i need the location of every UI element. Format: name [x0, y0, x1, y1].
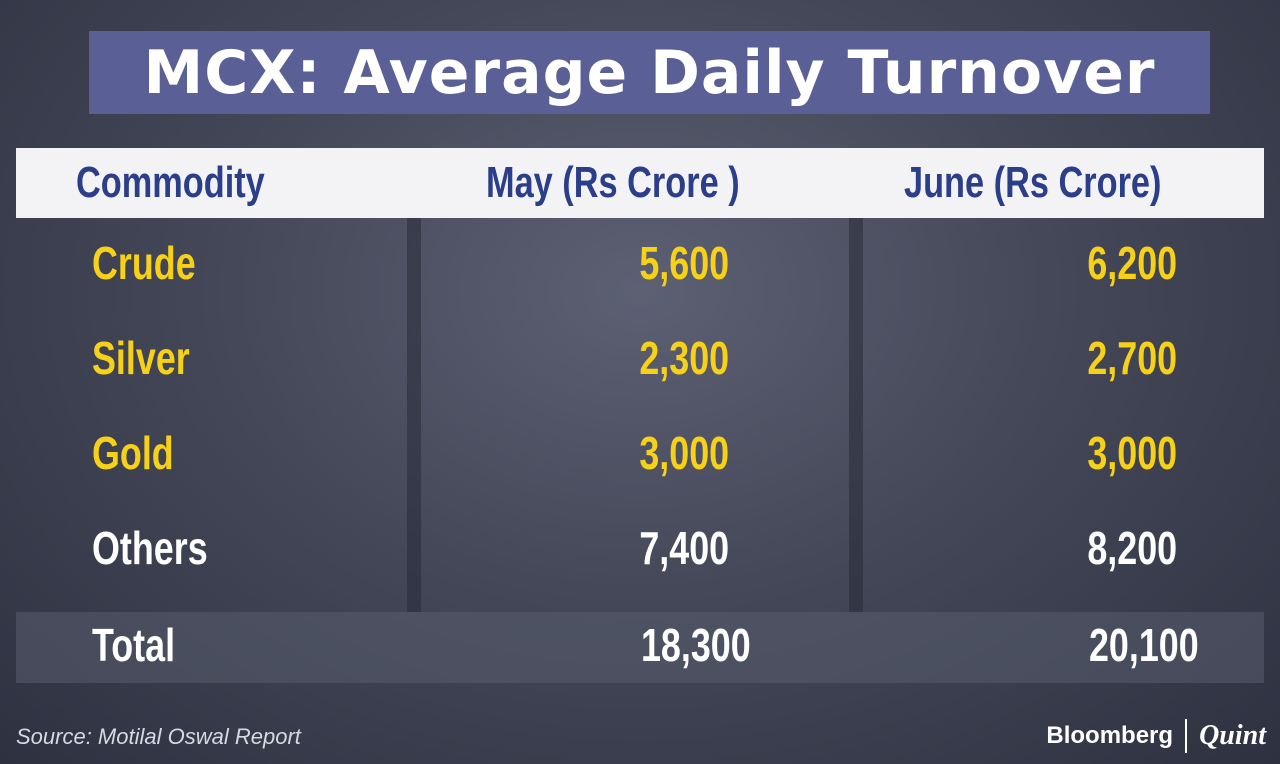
total-may-value: 18,300	[641, 619, 751, 671]
header-may: May (Rs Crore )	[486, 158, 740, 207]
total-label: Total	[92, 619, 176, 671]
may-value-cell: 7,400	[639, 522, 729, 574]
page-title: MCX: Average Daily Turnover	[143, 37, 1156, 108]
commodity-cell: Gold	[92, 427, 174, 479]
source-note: Source: Motilal Oswal Report	[16, 724, 301, 749]
commodity-cell: Crude	[92, 237, 196, 289]
table-header: Commodity May (Rs Crore ) June (Rs Crore…	[16, 148, 1264, 218]
june-value-cell: 3,000	[1087, 427, 1177, 479]
commodity-cell: Silver	[92, 332, 190, 384]
total-row-band	[16, 612, 1264, 683]
brand-separator	[1185, 719, 1188, 753]
may-value-cell: 2,300	[639, 332, 729, 384]
may-value-cell: 5,600	[639, 237, 729, 289]
header-commodity: Commodity	[76, 158, 265, 207]
commodity-cell: Others	[92, 522, 208, 574]
brand-logo: Bloomberg Quint	[1046, 716, 1266, 756]
june-value-cell: 6,200	[1087, 237, 1177, 289]
column-divider	[849, 218, 863, 612]
brand-bloomberg: Bloomberg	[1046, 722, 1174, 749]
total-june-value: 20,100	[1089, 619, 1199, 671]
title-banner: MCX: Average Daily Turnover	[89, 31, 1210, 114]
brand-quint: Quint	[1199, 720, 1266, 751]
june-value-cell: 8,200	[1087, 522, 1177, 574]
may-value-cell: 3,000	[639, 427, 729, 479]
june-value-cell: 2,700	[1087, 332, 1177, 384]
column-divider	[407, 218, 421, 612]
header-june: June (Rs Crore)	[904, 158, 1162, 207]
